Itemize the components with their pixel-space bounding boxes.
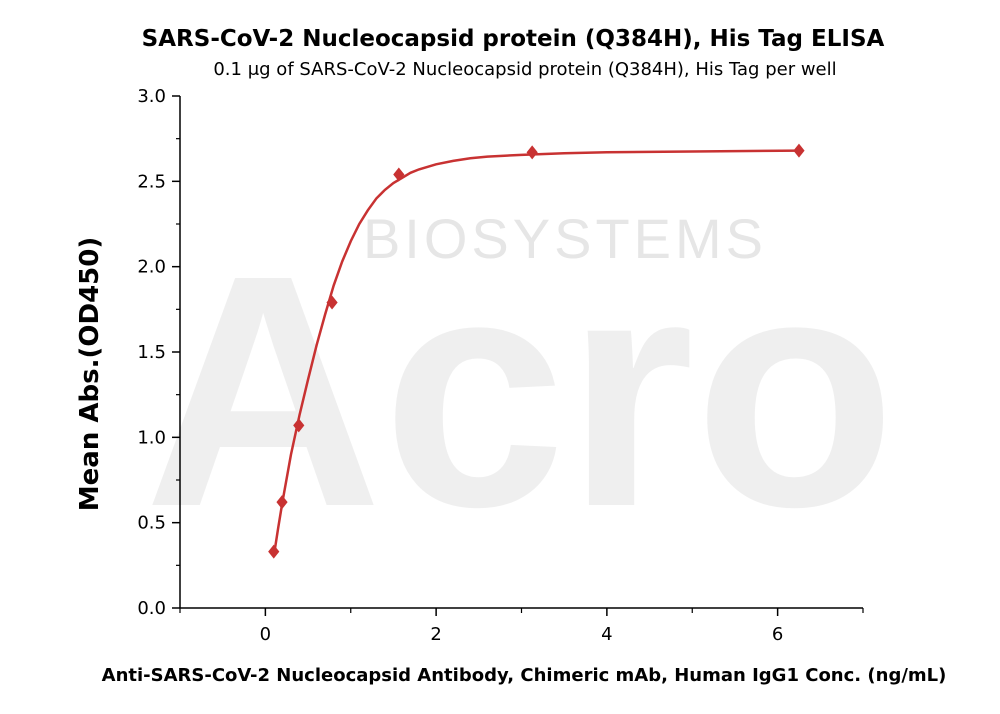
axes: 0.0 0.5 1.0 1.5 2.0 2.5 3.0 0 2 4 6 bbox=[137, 86, 864, 645]
y-axis-title: Mean Abs.(OD450) bbox=[75, 237, 105, 511]
data-point bbox=[793, 143, 805, 158]
data-point bbox=[526, 145, 538, 160]
data-point bbox=[293, 418, 305, 433]
y-tick-label: 2.5 bbox=[137, 171, 166, 192]
data-point bbox=[276, 495, 288, 510]
y-tick-label: 0.5 bbox=[137, 513, 166, 534]
x-axis-title: Anti-SARS-CoV-2 Nucleocapsid Antibody, C… bbox=[102, 665, 947, 686]
x-ticks: 0 2 4 6 bbox=[179, 608, 864, 645]
watermark-brand-text: Acro bbox=[144, 206, 896, 575]
watermark-sub-text: BIOSYSTEMS bbox=[363, 207, 767, 270]
y-tick-label: 2.0 bbox=[137, 257, 166, 278]
x-tick-label: 2 bbox=[430, 624, 441, 645]
x-tick-label: 0 bbox=[260, 624, 271, 645]
watermark: BIOSYSTEMS Acro bbox=[144, 206, 896, 575]
y-ticks: 0.0 0.5 1.0 1.5 2.0 2.5 3.0 bbox=[137, 86, 180, 619]
y-tick-label: 3.0 bbox=[137, 86, 166, 107]
data-points bbox=[268, 143, 805, 559]
fit-curve bbox=[272, 149, 800, 557]
y-tick-label: 0.0 bbox=[137, 598, 166, 619]
x-tick-label: 4 bbox=[601, 624, 612, 645]
plot-area bbox=[268, 143, 805, 559]
y-tick-label: 1.0 bbox=[137, 427, 166, 448]
data-point bbox=[393, 167, 405, 182]
chart-title: SARS-CoV-2 Nucleocapsid protein (Q384H),… bbox=[142, 26, 885, 52]
y-tick-label: 1.5 bbox=[137, 342, 166, 363]
data-point bbox=[326, 295, 338, 310]
data-point bbox=[268, 544, 280, 559]
chart-subtitle: 0.1 μg of SARS-CoV-2 Nucleocapsid protei… bbox=[213, 59, 836, 80]
x-tick-label: 6 bbox=[772, 624, 783, 645]
